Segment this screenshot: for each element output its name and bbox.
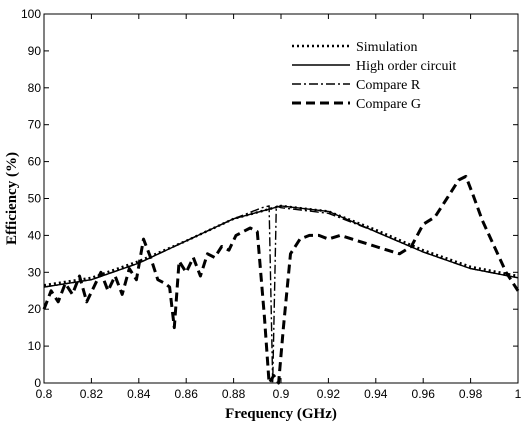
x-tick-label: 0.96 bbox=[412, 387, 436, 401]
y-tick-label: 60 bbox=[28, 155, 42, 169]
legend-label-compare-r: Compare R bbox=[356, 78, 421, 93]
y-tick-label: 0 bbox=[34, 376, 41, 390]
y-tick-label: 10 bbox=[28, 339, 42, 353]
x-axis-title: Frequency (GHz) bbox=[225, 406, 337, 422]
legend-label-simulation: Simulation bbox=[356, 40, 417, 55]
x-tick-label: 0.8 bbox=[36, 387, 53, 401]
y-tick-label: 100 bbox=[21, 7, 41, 21]
legend-label-high-order-circuit: High order circuit bbox=[356, 59, 456, 74]
y-tick-label: 90 bbox=[28, 44, 42, 58]
plot-area bbox=[42, 174, 520, 385]
y-tick-label: 40 bbox=[28, 228, 42, 242]
y-tick-label: 20 bbox=[28, 302, 42, 316]
series-line-compare-r bbox=[43, 205, 519, 384]
legend-label-compare-g: Compare G bbox=[356, 97, 421, 112]
series-line-high-order-circuit bbox=[43, 205, 519, 288]
x-tick-label: 0.88 bbox=[222, 387, 246, 401]
series-line-compare-g bbox=[42, 174, 520, 385]
series-line-simulation bbox=[43, 204, 519, 287]
x-tick-label: 0.94 bbox=[364, 387, 388, 401]
y-axis-title: Efficiency (%) bbox=[4, 152, 20, 245]
x-tick-label: 0.98 bbox=[459, 387, 483, 401]
x-tick-label: 0.82 bbox=[80, 387, 104, 401]
y-tick-label: 80 bbox=[28, 81, 42, 95]
axes: 0.8 0.82 0.84 0.86 0.88 0.9 0.92 0.94 0.96 0.98 10… bbox=[21, 7, 521, 401]
x-tick-label: 1 bbox=[515, 387, 521, 401]
y-tick-label: 70 bbox=[28, 118, 42, 132]
x-tick-label: 0.92 bbox=[317, 387, 341, 401]
y-tick-label: 30 bbox=[28, 265, 42, 279]
x-tick-label: 0.9 bbox=[273, 387, 290, 401]
x-tick-label: 0.84 bbox=[127, 387, 151, 401]
y-tick-label: 50 bbox=[28, 192, 42, 206]
x-tick-label: 0.86 bbox=[175, 387, 199, 401]
legend: Simulation High order circuit Compare R … bbox=[292, 40, 456, 112]
